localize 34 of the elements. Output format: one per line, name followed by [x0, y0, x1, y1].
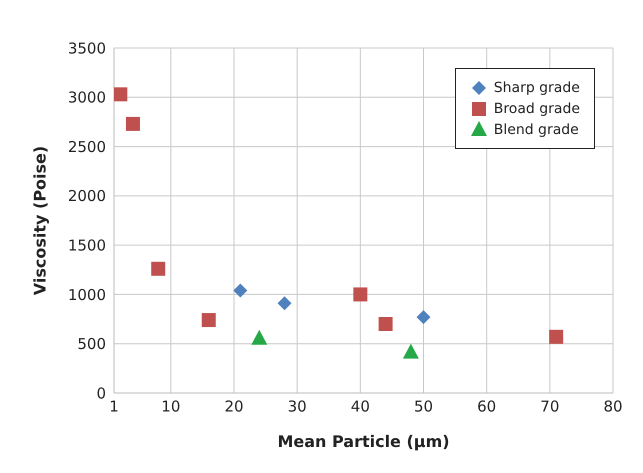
point — [353, 287, 368, 302]
x-tick-label: 1 — [109, 398, 119, 416]
y-tick-label: 3000 — [68, 88, 106, 107]
y-tick-label: 2500 — [68, 138, 106, 156]
x-axis-title: Mean Particle (µm) — [277, 432, 450, 451]
y-tick-label: 2000 — [68, 187, 106, 206]
point — [233, 283, 248, 298]
x-tick-label: 70 — [540, 398, 560, 416]
point — [416, 310, 431, 324]
point — [402, 344, 419, 359]
point — [278, 296, 292, 310]
legend-label: Sharp grade — [494, 80, 580, 96]
x-tick-label: 20 — [224, 398, 244, 416]
x-tick-label: 60 — [477, 398, 496, 416]
point — [202, 313, 216, 328]
point — [114, 87, 128, 102]
y-tick-label: 3500 — [68, 39, 106, 58]
point — [151, 262, 166, 276]
y-tick-label: 0 — [96, 384, 106, 402]
point — [251, 330, 268, 345]
y-tick-label: 1500 — [68, 236, 106, 254]
point — [126, 116, 140, 131]
point — [378, 317, 393, 331]
y-tick-label: 1000 — [68, 286, 106, 304]
x-tick-label: 80 — [603, 398, 623, 416]
x-tick-label: 30 — [288, 398, 307, 416]
legend-label: Broad grade — [494, 100, 580, 116]
x-tick-label: 50 — [414, 398, 434, 416]
y-axis-title: Viscosity (Poise) — [30, 146, 50, 296]
legend-label: Blend grade — [494, 122, 579, 138]
point — [549, 330, 564, 344]
x-tick-label: 40 — [350, 398, 370, 416]
x-tick-label: 10 — [161, 398, 180, 416]
y-tick-label: 500 — [77, 335, 106, 354]
